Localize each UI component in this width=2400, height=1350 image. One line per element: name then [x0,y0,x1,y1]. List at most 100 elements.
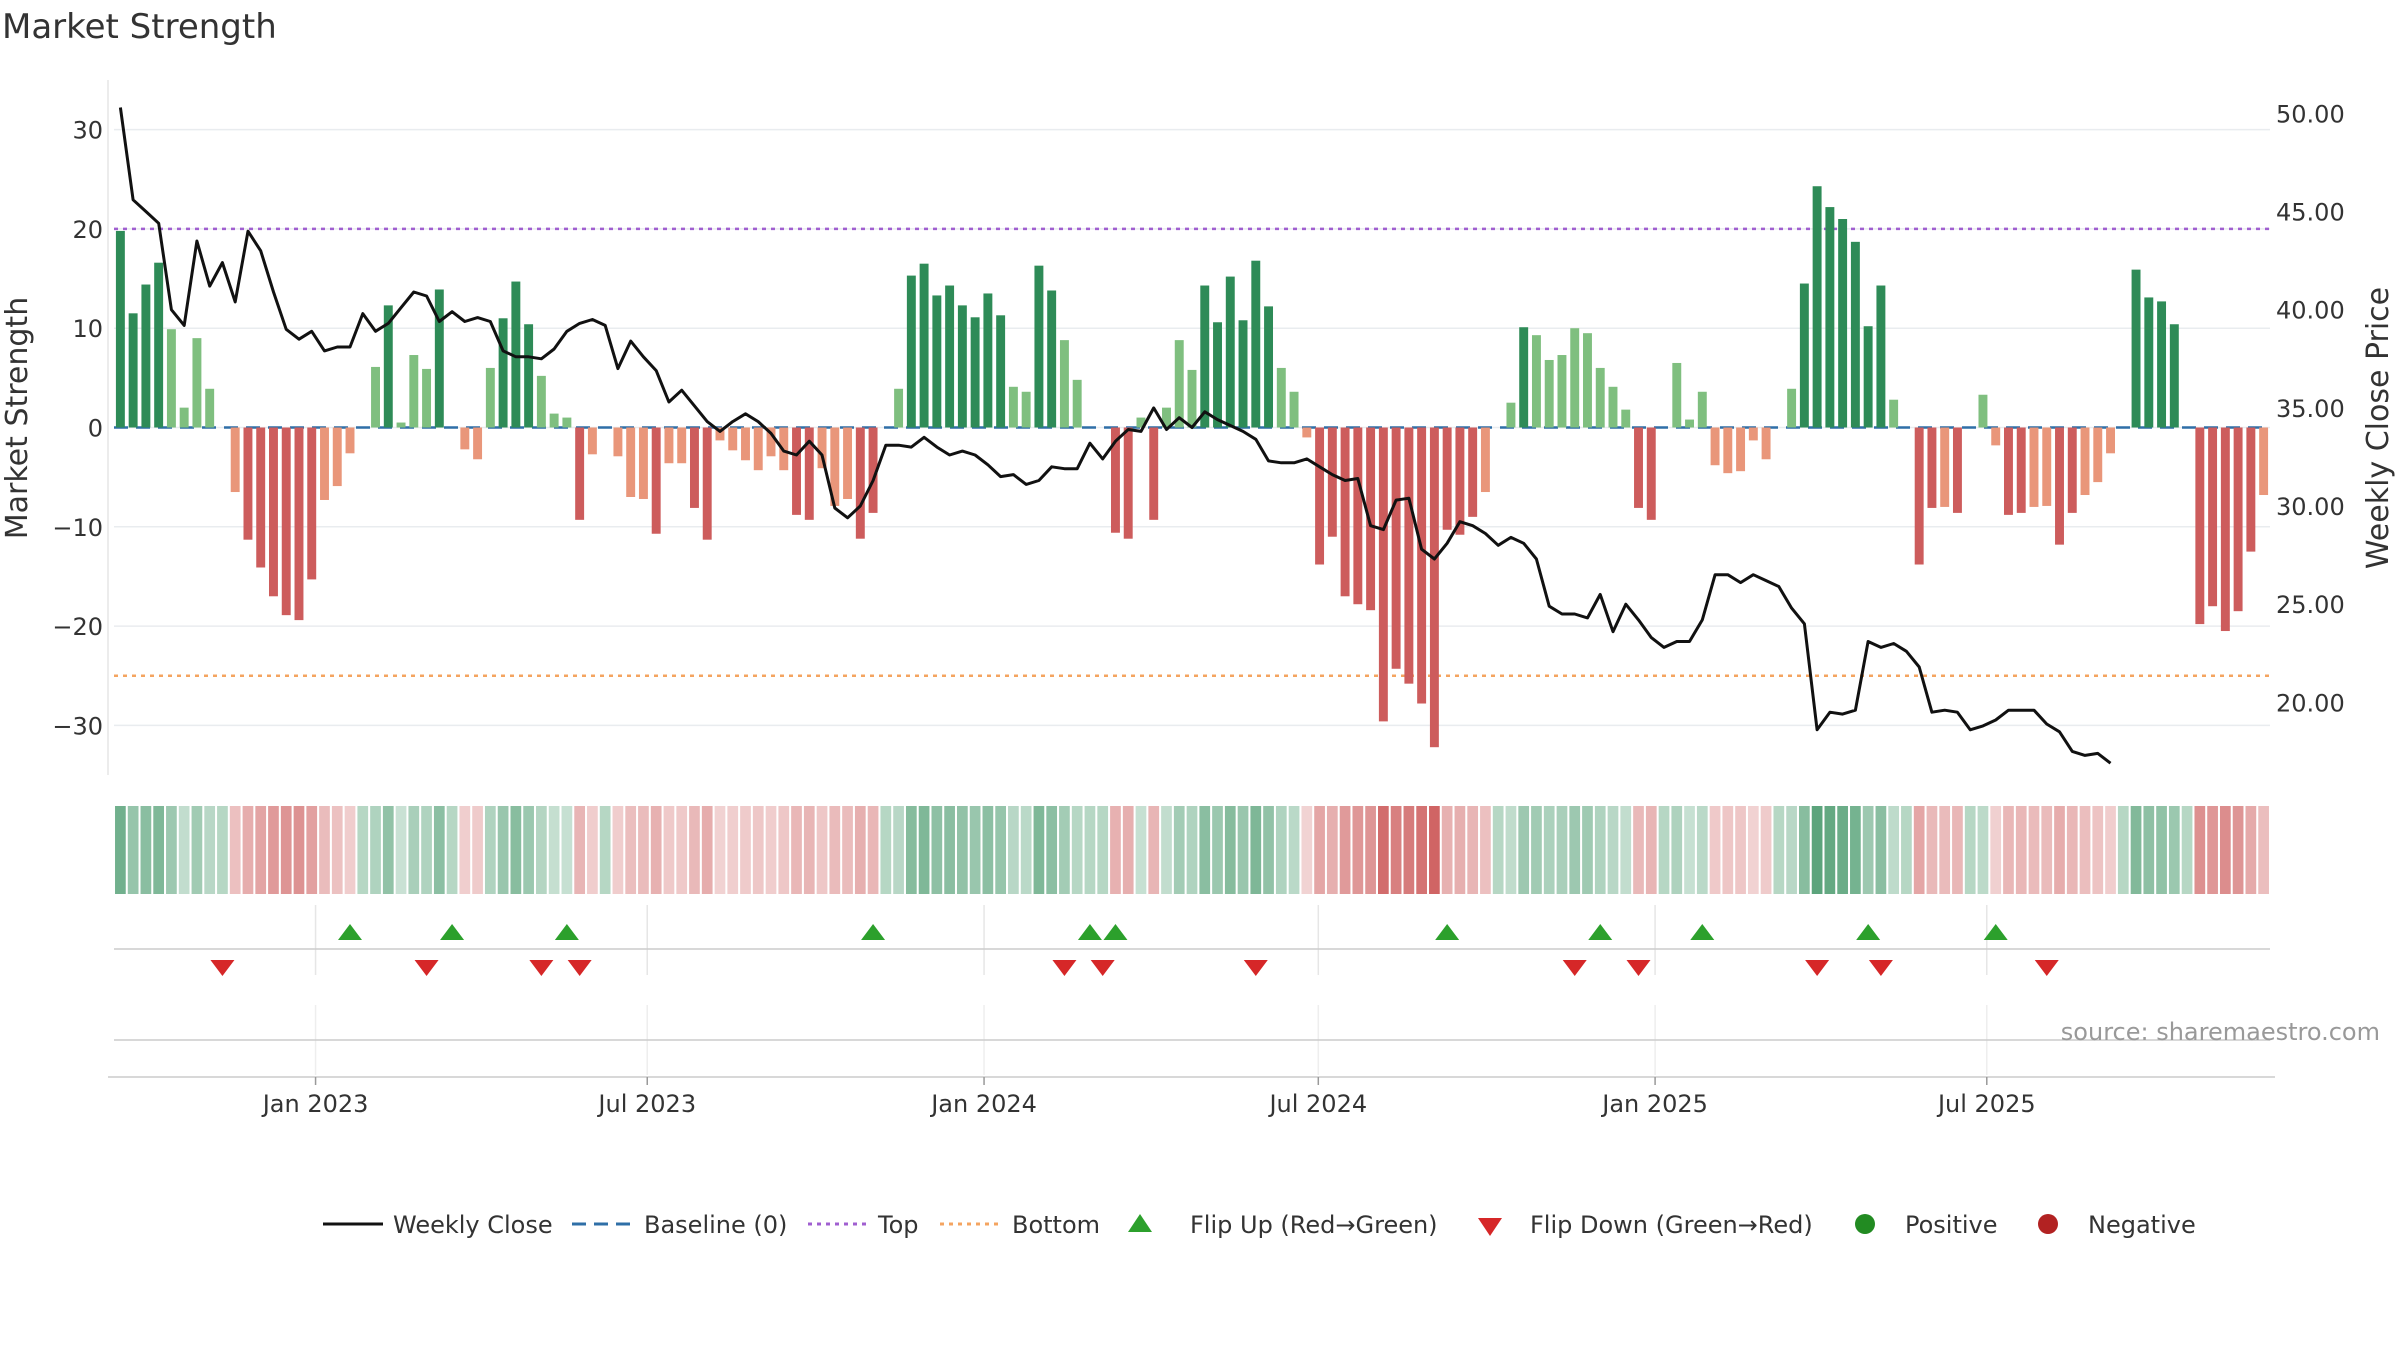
strength-bar [830,427,840,506]
heat-strip-cell [740,806,751,894]
flip-down-marker [567,960,592,976]
strength-bar [1008,386,1018,428]
strength-bar [256,427,266,568]
flip-up-marker [554,924,579,940]
strength-bar [1480,427,1490,493]
strength-bar [1251,260,1261,428]
heat-strip-cell [587,806,598,894]
strength-bar [1021,391,1031,428]
heat-strip-cell [1722,806,1734,894]
heat-strip-cell [1505,806,1517,894]
heat-strip-cell [561,806,573,894]
heat-strip-cell [854,806,866,894]
strength-bar [498,318,508,428]
strength-bar [677,427,687,464]
heat-strip-cell [778,806,790,894]
strength-bar [320,427,329,500]
left-axis-title: Market Strength [0,297,35,539]
strength-bar [855,427,865,539]
heat-strip-cell [2219,806,2231,894]
heat-strip-cell [1186,806,1198,894]
strength-bar [1570,328,1580,428]
heat-strip-cell [1429,806,1440,894]
source-label: source: sharemaestro.com [2061,1018,2380,1046]
heat-strip-cell [1875,806,1887,894]
heat-strip-cell [1747,806,1759,894]
heat-strip-cell [1684,806,1695,894]
strength-bar [1353,427,1363,605]
strength-heat-strip [115,806,2269,894]
heat-strip-cell [1326,806,1338,894]
heat-strip-cell [408,806,420,894]
heat-strip-cell [1773,806,1785,894]
strength-bar [1812,186,1822,428]
strength-bar [1685,419,1695,428]
heat-strip-cell [1531,806,1542,894]
y-tick-left: 0 [88,415,103,443]
heat-strip-cell [765,806,777,894]
legend-positive: Positive [1905,1211,1998,1239]
heat-strip-cell [612,806,624,894]
heat-strip-cell [1518,806,1530,894]
heat-strip-cell [1952,806,1963,894]
flip-down-marker [1805,960,1830,976]
strength-bar [1315,427,1325,565]
strength-bar [1838,219,1848,428]
heat-strip-cell [1059,806,1070,894]
strength-bar [1327,427,1337,537]
heat-strip-cell [2054,806,2065,894]
strength-bar [485,367,495,428]
strength-bar [1799,283,1809,428]
strength-bar [1940,427,1950,507]
strength-bar [141,284,151,428]
strength-bar [2246,427,2256,552]
strength-bar [1149,427,1159,520]
heat-strip-cell [816,806,828,894]
legend: Weekly Close Baseline (0) Top Bottom Fli… [323,1211,2196,1239]
heat-strip-cell [676,806,688,894]
strength-bar [613,427,623,457]
legend-top: Top [877,1211,919,1239]
strength-bar [115,230,125,428]
heat-strip-cell [497,806,509,894]
legend-negative: Negative [2088,1211,2196,1239]
strength-bar [1583,333,1592,428]
heat-strip-cell [280,806,292,894]
heat-strip-cell [1161,806,1172,894]
heat-strip-cell [969,806,981,894]
flip-down-marker [1562,960,1587,976]
strength-bar [1634,427,1643,508]
strength-bar [2195,427,2205,625]
heat-strip-cell [191,806,203,894]
strength-bar [1187,369,1197,428]
heat-strip-cell [1084,806,1096,894]
heat-strip-cell [701,806,713,894]
strength-bar [702,427,712,540]
x-tick-label: Jul 2024 [1267,1090,1367,1118]
strength-bar [1748,427,1758,441]
strength-bar [2042,427,2052,506]
strength-bar [804,427,814,520]
heat-strip-cell [1020,806,1032,894]
heat-strip-cell [2168,806,2180,894]
strength-bar [332,427,342,487]
heat-strip-cell [1480,806,1491,894]
heat-strip-cell [1467,806,1479,894]
heat-strip-cell [829,806,841,894]
legend-baseline: Baseline (0) [644,1211,787,1239]
heat-strip-cell [2194,806,2206,894]
heat-strip-cell [1837,806,1848,894]
heat-strip-cell [1199,806,1211,894]
strength-bar [422,368,432,428]
heat-strip-cell [1390,806,1402,894]
heat-strip-cell [689,806,700,894]
y-tick-right: 30.00 [2276,493,2345,521]
strength-bar [1404,427,1414,684]
heat-strip-cell [893,806,904,894]
heat-strip-cell [1454,806,1466,894]
heat-strip-cell [1824,806,1836,894]
heat-strip-cell [421,806,432,894]
heat-strip-cell [382,806,394,894]
strength-bar [1723,427,1733,474]
heat-strip-cell [1862,806,1874,894]
